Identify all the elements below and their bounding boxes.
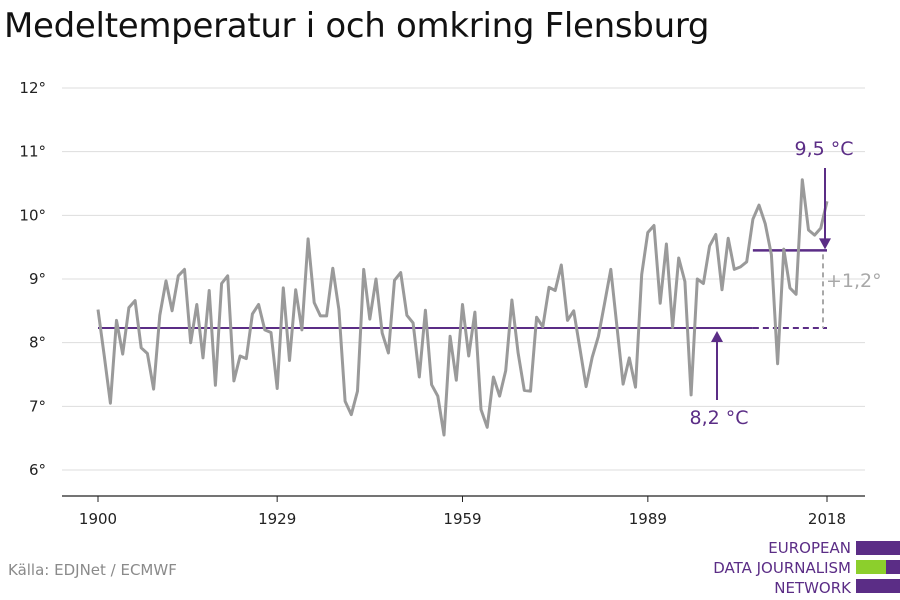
y-tick-label: 10°	[19, 206, 46, 224]
chart-title: Medeltemperatur i och omkring Flensburg	[4, 6, 710, 46]
logo-bar-1	[856, 541, 900, 555]
y-tick-label: 6°	[29, 461, 46, 479]
y-tick-label: 11°	[19, 143, 46, 161]
y-tick-label: 9°	[29, 270, 46, 288]
annotation-8-2: 8,2 °C	[689, 407, 748, 429]
grid-lines	[62, 87, 865, 471]
x-tick-label: 1900	[79, 510, 117, 528]
annotation-9-5: 9,5 °C	[794, 138, 853, 160]
logo-line-2: DATA JOURNALISM	[713, 559, 851, 577]
arrow-9-5-head	[819, 238, 831, 250]
y-tick-label: 12°	[19, 79, 46, 97]
y-tick-label: 7°	[29, 397, 46, 415]
arrow-8-2-head	[711, 331, 723, 343]
x-tick-label: 1929	[258, 510, 296, 528]
x-tick-label: 1989	[629, 510, 667, 528]
edjnet-logo: EUROPEAN DATA JOURNALISM NETWORK	[700, 538, 900, 598]
series-group	[96, 178, 829, 437]
x-axis: 1900 1929 1959 1989 2018	[62, 495, 865, 528]
x-tick-label: 2018	[808, 510, 846, 528]
y-axis-ticks: 6° 7° 8° 9° 10° 11° 12°	[19, 79, 46, 479]
logo-line-3: NETWORK	[774, 579, 851, 597]
logo-bar-3	[856, 579, 900, 593]
temperature-line	[96, 178, 829, 437]
logo-text: EUROPEAN DATA JOURNALISM NETWORK	[713, 538, 851, 598]
annotations: 9,5 °C 8,2 °C +1,2°	[689, 138, 881, 429]
logo-line-1: EUROPEAN	[768, 539, 851, 557]
logo-bar-2-green	[856, 560, 886, 574]
y-tick-label: 8°	[29, 334, 46, 352]
x-tick-label: 1959	[443, 510, 481, 528]
annotation-difference: +1,2°	[826, 270, 882, 292]
source-note: Källa: EDJNet / ECMWF	[8, 561, 177, 579]
